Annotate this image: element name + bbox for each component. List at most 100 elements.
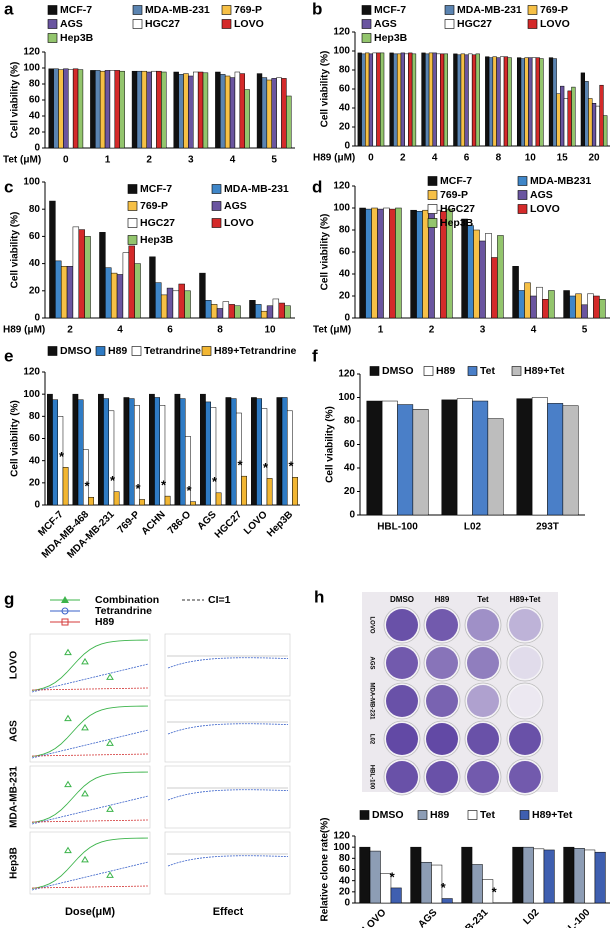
column-label: Tet [477, 595, 489, 604]
x-tick-label: 293T [536, 522, 559, 533]
x-tick-label: 1 [105, 155, 111, 166]
bar [588, 98, 593, 147]
y-tick-label: 40 [339, 103, 351, 114]
bar [587, 293, 594, 319]
significance-marker: * [110, 473, 116, 488]
bar [105, 267, 112, 319]
y-tick-label: 80 [339, 65, 351, 76]
bar [441, 399, 458, 516]
bar [563, 290, 570, 319]
bar [431, 864, 443, 904]
x-tick-label: 0 [368, 153, 374, 164]
bar [184, 290, 191, 319]
bar [271, 78, 277, 149]
bar [202, 72, 209, 149]
legend-label: Tetrandrine [95, 605, 152, 617]
legend-swatch [127, 235, 138, 245]
bar [55, 260, 62, 319]
legend-label: Hep3B [60, 32, 94, 44]
legend-label: 769-P [440, 189, 468, 201]
y-tick-label: 100 [338, 392, 355, 403]
bar [261, 408, 268, 506]
bar [131, 70, 138, 149]
bar [381, 400, 398, 516]
curve [31, 729, 149, 759]
bar [428, 52, 434, 147]
legend-swatch [467, 810, 478, 820]
y-axis-label: Cell viability (%) [10, 400, 21, 477]
bar [516, 57, 522, 147]
bar [365, 52, 370, 147]
bar [421, 52, 426, 147]
legend-swatch [361, 33, 372, 43]
bar [456, 398, 473, 516]
legend-swatch [361, 19, 372, 29]
bar [200, 393, 206, 506]
legend-label: Hep3B [374, 32, 408, 44]
bar [249, 300, 256, 319]
legend-swatch [132, 5, 143, 15]
bar [410, 209, 417, 319]
bar [84, 236, 91, 319]
bar [128, 398, 135, 506]
bar [539, 58, 544, 147]
bar [376, 52, 381, 147]
legend-marker [61, 618, 69, 626]
bar [543, 849, 555, 904]
colonies [467, 685, 499, 717]
y-tick-label: 0 [344, 141, 350, 152]
bar [256, 73, 263, 149]
y-tick-label: 80 [339, 853, 351, 864]
bar [492, 56, 497, 147]
y-tick-label: 0 [344, 898, 350, 909]
bar [63, 68, 69, 149]
significance-marker: * [492, 884, 498, 899]
y-tick-label: 100 [333, 842, 350, 853]
colonies [386, 685, 418, 717]
bar [241, 475, 247, 506]
colonies [426, 723, 458, 755]
significance-marker: * [289, 459, 295, 474]
bar [292, 477, 298, 506]
legend-label: LOVO [540, 18, 570, 30]
curve [167, 855, 289, 867]
legend-label: MCF-7 [60, 4, 92, 16]
bar [119, 70, 125, 149]
legend-swatch [211, 218, 222, 228]
row-label: MDA-MB-231 [368, 682, 374, 720]
curve [167, 723, 289, 735]
legend-swatch [417, 810, 428, 820]
colonies [509, 723, 541, 755]
bar [47, 393, 53, 506]
bar [156, 70, 162, 149]
bar [365, 208, 372, 319]
y-tick-label: 20 [339, 886, 351, 897]
legend-label: Hep3B [440, 217, 474, 229]
legend-swatch [467, 366, 478, 376]
legend-swatch [511, 366, 522, 376]
bar [104, 70, 111, 149]
bar [580, 72, 585, 147]
bar [389, 208, 396, 319]
colonies [426, 647, 458, 679]
legend-label: H89+Tet [524, 365, 565, 377]
x-tick-label: AGS [416, 907, 439, 928]
bar [518, 290, 525, 319]
bar [535, 57, 540, 147]
bar [276, 397, 283, 506]
row-label: AGS [368, 656, 374, 669]
colonies [426, 761, 458, 793]
bar [531, 397, 548, 516]
bar [49, 200, 56, 319]
panel-label: d [312, 177, 322, 196]
bar [496, 57, 501, 147]
y-axis-label: Cell viability (%) [325, 406, 336, 483]
bar [408, 52, 413, 147]
bar [197, 71, 204, 149]
y-tick-label: 100 [23, 389, 40, 400]
bar [77, 69, 84, 149]
bar [369, 850, 381, 904]
colonies [426, 685, 458, 717]
